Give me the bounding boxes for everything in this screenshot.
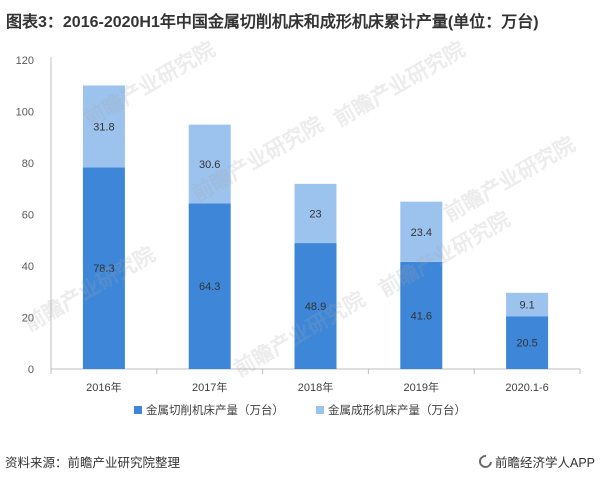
qianzhan-logo-icon (476, 452, 495, 471)
x-tick-label: 2020.1-6 (505, 382, 548, 394)
data-labels: 78.3 31.8 64.3 30.6 48.9 23 41.6 23.4 20.5 9.1 (93, 121, 538, 349)
legend-item-cutting: 金属切削机床产量（万台） (134, 402, 284, 418)
data-label-series-1-category-1: 78.3 (93, 263, 114, 275)
bar-series-2-category-1 (82, 85, 125, 168)
x-tick-label: 2016年 (86, 380, 121, 394)
x-tick-label: 2017年 (192, 380, 227, 394)
bar-series-1-category-4 (400, 261, 443, 369)
brand-name: 前瞻经济学人APP (494, 456, 595, 470)
data-label-series-2-category-4: 23.4 (411, 227, 432, 239)
bar-series-1-category-2 (188, 203, 231, 369)
chart-title: 图表3：2016-2020H1年中国金属切削机床和成形机床累计产量(单位：万台) (6, 14, 539, 31)
bar-series-2-category-2 (188, 124, 231, 204)
data-label-series-2-category-1: 31.8 (93, 121, 114, 133)
y-axis-tick-labels: 0 20 40 60 80 100 120 (16, 55, 34, 376)
legend-label-cutting: 金属切削机床产量（万台） (146, 405, 284, 417)
legend: 金属切削机床产量（万台） 金属成形机床产量（万台） (0, 402, 600, 418)
y-tick-label: 20 (22, 313, 34, 325)
legend-item-forming: 金属成形机床产量（万台） (316, 402, 466, 418)
bar-series-2-category-3 (294, 183, 337, 244)
data-label-series-2-category-3: 23 (309, 208, 321, 220)
brand-credit: 前瞻经济学人APP (476, 452, 595, 471)
data-label-series-2-category-5: 9.1 (519, 299, 534, 311)
data-label-series-1-category-5: 20.5 (516, 338, 537, 350)
bar-series-2-category-5 (506, 292, 549, 317)
stacked-bar-chart: 0 20 40 60 80 100 120 78.3 31.8 64.3 30.6 48.9 23 41… (16, 55, 581, 394)
legend-swatch-cutting (134, 406, 142, 414)
data-label-series-1-category-3: 48.9 (305, 301, 326, 313)
x-tick-label: 2018年 (298, 380, 333, 394)
bar-series-1-category-1 (82, 167, 125, 369)
data-label-series-2-category-2: 30.6 (199, 159, 220, 171)
bar-series-1-category-5 (506, 316, 549, 369)
legend-swatch-forming (316, 406, 324, 414)
y-tick-label: 40 (22, 261, 34, 273)
legend-label-forming: 金属成形机床产量（万台） (328, 405, 466, 417)
y-tick-label: 100 (16, 107, 34, 119)
bar-series-2-category-4 (400, 201, 443, 262)
bar-series-1-category-3 (294, 243, 337, 369)
data-label-series-1-category-4: 41.6 (411, 310, 432, 322)
source-note: 资料来源：前瞻产业研究院整理 (5, 456, 181, 470)
data-label-series-1-category-2: 64.3 (199, 281, 220, 293)
bars (82, 85, 549, 369)
y-tick-label: 0 (28, 364, 34, 376)
x-tick-label: 2019年 (404, 380, 439, 394)
y-tick-label: 80 (22, 158, 34, 170)
y-tick-label: 120 (16, 55, 34, 67)
x-axis-tick-labels: 2016年 2017年 2018年 2019年 2020.1-6 (86, 380, 549, 394)
y-tick-label: 60 (22, 210, 34, 222)
